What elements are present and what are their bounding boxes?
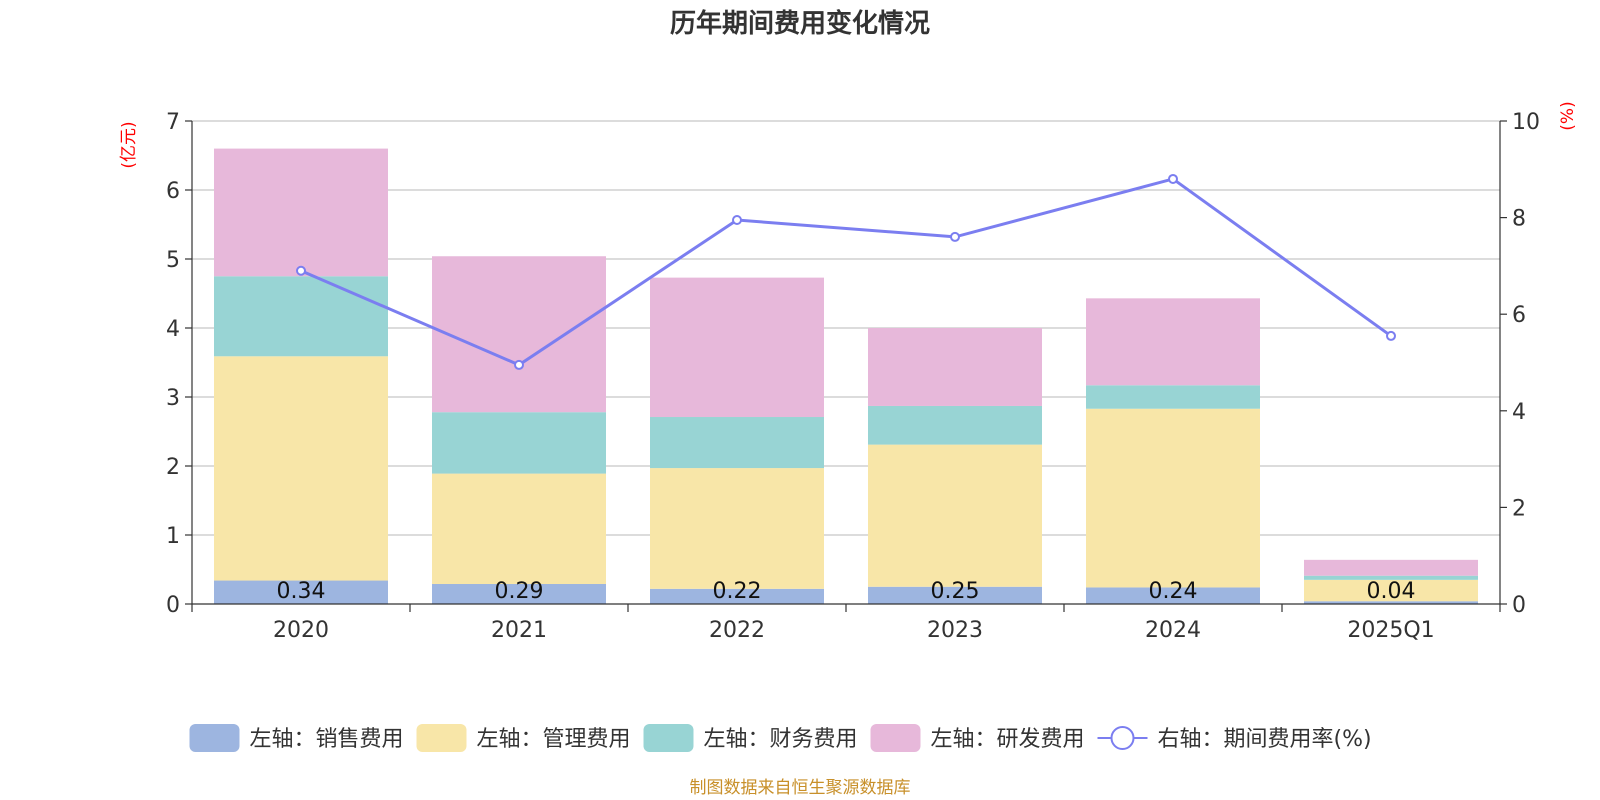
source-note: 制图数据来自恒生聚源数据库: [690, 778, 911, 798]
bar-segment: [1304, 559, 1478, 576]
data-label: 0.22: [713, 579, 762, 604]
right-axis-tick-label: 6: [1512, 303, 1526, 328]
bar-layer: [214, 148, 1478, 604]
bar-segment: [650, 588, 824, 604]
line-point: [1386, 330, 1396, 341]
bar-segment: [432, 412, 606, 474]
left-axis-tick-label: 4: [166, 317, 180, 342]
legend-item[interactable]: 左轴：管理费用: [416, 724, 631, 752]
x-axis-tick-label: 2020: [273, 618, 329, 643]
line-point: [950, 231, 960, 242]
x-axis-tick-label: 2022: [709, 618, 765, 643]
legend-swatch: [416, 724, 467, 752]
expense-rate-line: [300, 177, 1392, 367]
legend: 左轴：销售费用 左轴：管理费用 左轴：财务费用 左轴：研发费用 右轴：期间费用率(%): [189, 724, 1372, 752]
line-point: [514, 359, 524, 370]
bar-segment: [1086, 385, 1260, 409]
data-label: 0.04: [1367, 579, 1416, 604]
line-layer: [296, 173, 1396, 370]
legend-item[interactable]: 左轴：研发费用: [870, 724, 1085, 752]
left-axis-tick-label: 3: [166, 386, 180, 411]
x-axis-tick-label: 2024: [1145, 618, 1201, 643]
bar-segment: [1304, 579, 1478, 602]
line-point: [296, 265, 306, 276]
bar-segment: [650, 277, 824, 418]
legend-label: 右轴：期间费用率(%): [1158, 727, 1372, 752]
bar-segment: [214, 580, 388, 604]
x-axis-tick-label: 2023: [927, 618, 983, 643]
bar-segment: [868, 328, 1042, 406]
grid-lines: [192, 120, 1500, 536]
data-labels: 0.34 0.29 0.22 0.25 0.24 0.04: [277, 579, 1416, 604]
legend-label: 左轴：研发费用: [931, 727, 1085, 752]
chart-title: 历年期间费用变化情况: [670, 8, 930, 39]
bar-segment: [1086, 298, 1260, 386]
left-axis-tick-label: 0: [166, 593, 180, 618]
legend-swatch: [643, 724, 694, 752]
right-axis-tick-label: 4: [1512, 400, 1526, 425]
right-axis-tick-label: 0: [1512, 593, 1526, 618]
x-axis-tick-label: 2025Q1: [1347, 618, 1434, 643]
left-axis-tick-label: 1: [166, 524, 180, 549]
data-label: 0.34: [277, 579, 326, 604]
legend-item[interactable]: 右轴：期间费用率(%): [1097, 726, 1372, 752]
bar-segment: [432, 583, 606, 604]
data-label: 0.24: [1149, 579, 1198, 604]
data-label: 0.25: [931, 579, 980, 604]
legend-item[interactable]: 左轴：销售费用: [189, 724, 404, 752]
legend-swatch: [189, 724, 240, 752]
bar-segment: [432, 256, 606, 413]
x-axis-tick-label: 2021: [491, 618, 547, 643]
bar-segment: [650, 417, 824, 469]
legend-label: 左轴：管理费用: [477, 727, 631, 752]
bar-segment: [214, 276, 388, 357]
axes: 0 1 2 3 4 5 6 7 0 2 4 6 8 10 2020 2021 2022 2023 2024 2025Q…: [166, 110, 1540, 643]
data-label: 0.29: [495, 579, 544, 604]
left-axis-tick-label: 7: [166, 110, 180, 135]
right-axis-unit: (%): [1558, 101, 1578, 130]
legend-label: 左轴：财务费用: [704, 727, 858, 752]
bar-segment: [1304, 601, 1478, 604]
legend-circle-marker: [1110, 726, 1135, 750]
legend-item[interactable]: 左轴：财务费用: [643, 724, 858, 752]
bar-segment: [868, 405, 1042, 445]
bar-segment: [432, 473, 606, 584]
line-point: [732, 215, 742, 226]
bar-segment: [650, 468, 824, 589]
bar-segment: [214, 148, 388, 277]
bar-segment: [868, 444, 1042, 587]
left-axis-tick-label: 6: [166, 179, 180, 204]
bar-segment: [1086, 408, 1260, 588]
bar-segment: [868, 586, 1042, 604]
right-axis-tick-label: 10: [1512, 110, 1540, 135]
legend-swatch: [870, 724, 921, 752]
line-point: [1168, 173, 1178, 184]
bar-segment: [1304, 575, 1478, 580]
left-axis-tick-label: 2: [166, 455, 180, 480]
bar-segment: [214, 356, 388, 581]
bar-segment: [1086, 587, 1260, 604]
left-axis-unit: (亿元): [119, 121, 139, 168]
left-axis-tick-label: 5: [166, 248, 180, 273]
right-axis-tick-label: 2: [1512, 496, 1526, 521]
right-axis-tick-label: 8: [1512, 207, 1526, 232]
legend-label: 左轴：销售费用: [250, 727, 404, 752]
